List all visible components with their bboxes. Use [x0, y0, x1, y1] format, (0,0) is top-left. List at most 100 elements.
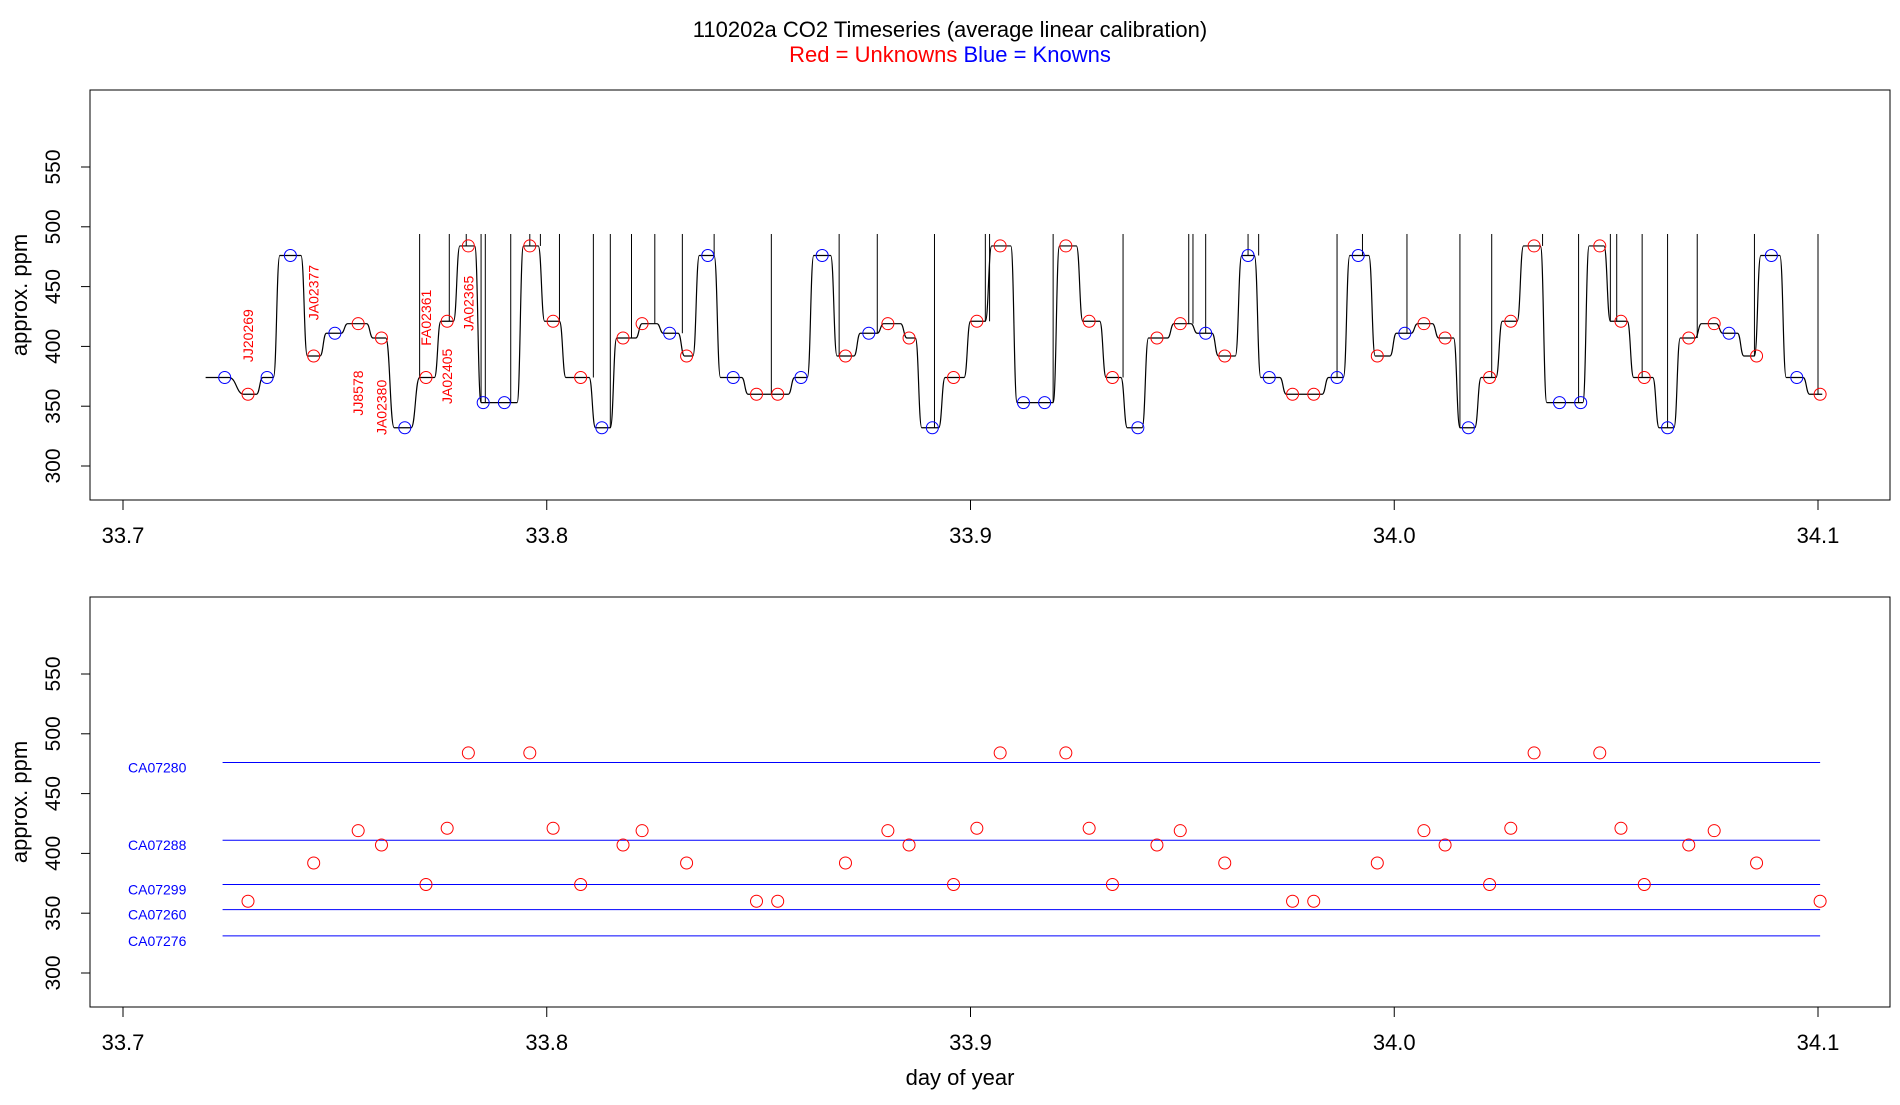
bottom-y-tick-label: 300 [42, 955, 65, 990]
chart-title: 110202a CO2 Timeseries (average linear c… [693, 17, 1207, 42]
sample-id-label: JA02365 [460, 276, 476, 331]
unknown-point [1417, 824, 1431, 838]
unknown-point [1682, 331, 1696, 345]
unknown-point [1173, 824, 1187, 838]
top-y-tick-label: 550 [42, 149, 65, 184]
top-x-tick-label: 34.0 [1373, 523, 1416, 548]
unknown-point [1483, 370, 1497, 384]
known-point [794, 370, 808, 384]
unknown-point [574, 877, 588, 891]
top-y-tick-label: 350 [42, 389, 65, 424]
unknown-point [574, 370, 588, 384]
unknown-point [1614, 821, 1628, 835]
known-point [283, 249, 297, 263]
unknown-point [1682, 838, 1696, 852]
unknown-point [1218, 856, 1232, 870]
sample-id-label: JA02380 [373, 380, 389, 435]
known-point [925, 421, 939, 435]
standard-label: CA07288 [128, 837, 187, 853]
unknown-point [461, 746, 475, 760]
unknown-point [1150, 331, 1164, 345]
known-point [1131, 421, 1145, 435]
unknown-point [1483, 877, 1497, 891]
unknown-point [902, 331, 916, 345]
unknown-point [1750, 856, 1764, 870]
unknown-point [1417, 317, 1431, 331]
top-x-tick-label: 33.8 [525, 523, 568, 548]
unknown-point [1082, 314, 1096, 328]
unknown-point [1707, 824, 1721, 838]
unknown-point [902, 838, 916, 852]
unknown-point [374, 838, 388, 852]
top-x-tick-label: 33.7 [102, 523, 145, 548]
bottom-y-tick-label: 400 [42, 836, 65, 871]
top-y-axis-label: approx. ppm [7, 234, 32, 356]
known-point [218, 370, 232, 384]
unknown-point [1173, 317, 1187, 331]
unknown-point [635, 824, 649, 838]
bottom-y-tick-label: 500 [42, 716, 65, 751]
known-point [497, 396, 511, 410]
bottom-plot-frame [89, 596, 1891, 1008]
unknown-point [351, 317, 365, 331]
known-point [1461, 421, 1475, 435]
top-panel-timeseries: 300 350 400 450 500 550 33.7 33.8 33.9 34.0 34.1 ap… [7, 89, 1891, 548]
unknown-point [750, 894, 764, 908]
unknown-point [1438, 331, 1452, 345]
standard-label: CA07280 [128, 760, 187, 776]
sample-id-label: JJ20269 [240, 309, 256, 362]
known-point [815, 249, 829, 263]
unknown-point [1082, 821, 1096, 835]
unknown-point [1307, 387, 1321, 401]
top-y-tick-label: 400 [42, 329, 65, 364]
unknown-point [1218, 349, 1232, 363]
unknown-point [307, 856, 321, 870]
unknown-point [1750, 349, 1764, 363]
bottom-x-tick-label: 33.9 [949, 1030, 992, 1055]
top-x-tick-label: 34.1 [1797, 523, 1840, 548]
known-point [1016, 396, 1030, 410]
unknown-point [351, 824, 365, 838]
unknown-point [1707, 317, 1721, 331]
unknown-point [1593, 239, 1607, 253]
top-plot-frame [89, 89, 1891, 501]
unknown-point [1059, 746, 1073, 760]
co2-trace-line [205, 245, 1823, 429]
unknown-point [1059, 239, 1073, 253]
unknown-point [1614, 314, 1628, 328]
known-point [328, 326, 342, 340]
unknown-point [419, 370, 433, 384]
bottom-y-axis-label: approx. ppm [7, 741, 32, 863]
unknown-point [616, 838, 630, 852]
unknown-point [771, 894, 785, 908]
unknown-point [970, 821, 984, 835]
unknown-point [1637, 370, 1651, 384]
unknown-point [523, 746, 537, 760]
known-point [1351, 249, 1365, 263]
unknown-point [970, 314, 984, 328]
top-y-tick-label: 300 [42, 448, 65, 483]
unknown-point [635, 317, 649, 331]
known-point [476, 396, 490, 410]
unknown-point [881, 824, 895, 838]
x-axis-label: day of year [906, 1065, 1015, 1090]
bottom-x-tick-label: 34.0 [1373, 1030, 1416, 1055]
unknown-point [546, 821, 560, 835]
sample-id-label: JA02377 [306, 265, 322, 320]
unknown-point [750, 387, 764, 401]
subtitle-part-0: Red = Unknowns [789, 42, 957, 67]
unknown-point [881, 317, 895, 331]
unknown-point [993, 746, 1007, 760]
unknown-point [1105, 370, 1119, 384]
unknown-point [947, 877, 961, 891]
known-point [398, 421, 412, 435]
unknown-point [1307, 894, 1321, 908]
bottom-y-tick-label: 350 [42, 896, 65, 931]
unknown-point [1637, 877, 1651, 891]
unknown-point [307, 349, 321, 363]
subtitle-part-1: Blue = Knowns [957, 42, 1110, 67]
unknown-point [1286, 387, 1300, 401]
unknown-point [1527, 746, 1541, 760]
unknown-point [680, 856, 694, 870]
